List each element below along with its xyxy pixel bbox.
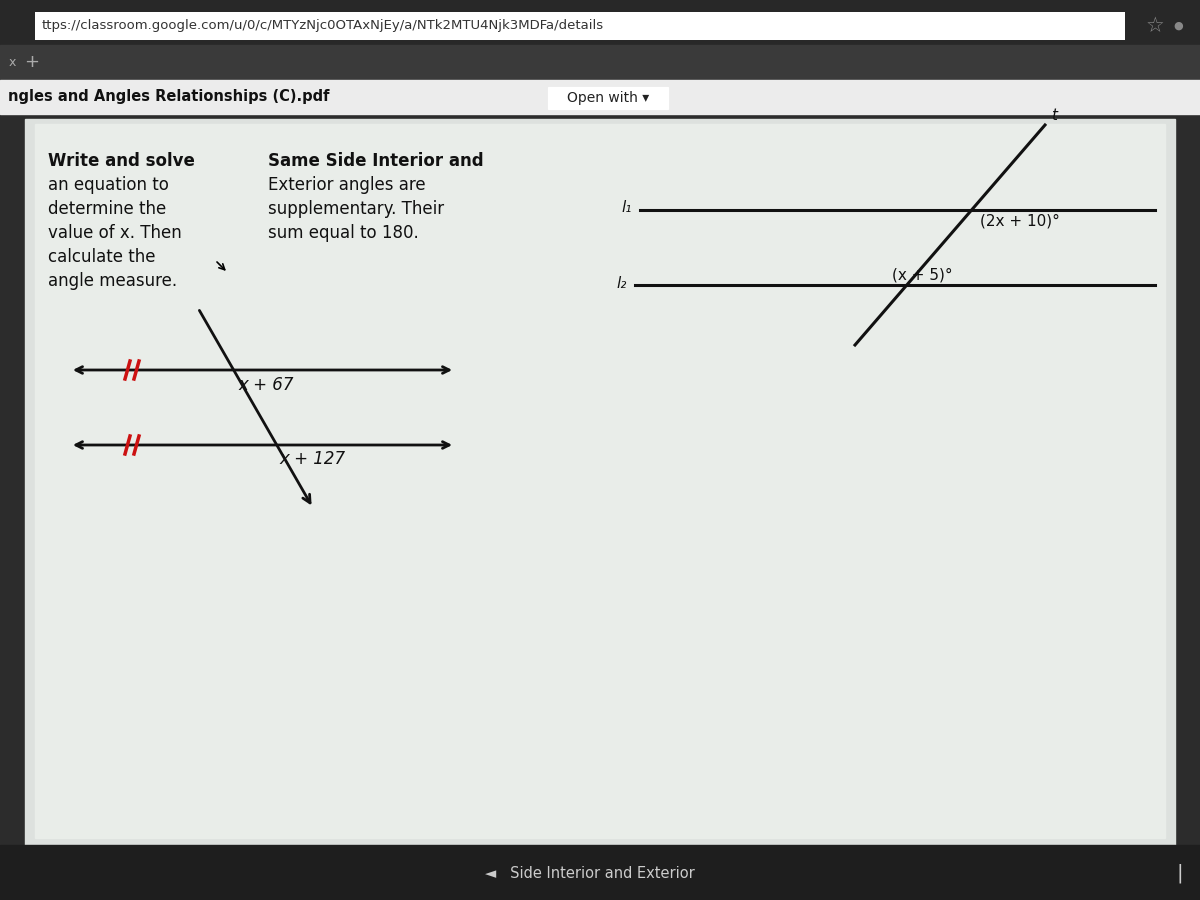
Text: (x + 5)°: (x + 5)°: [892, 268, 953, 283]
Text: ttps://classroom.google.com/u/0/c/MTYzNjc0OTAxNjEy/a/NTk2MTU4Njk3MDFa/details: ttps://classroom.google.com/u/0/c/MTYzNj…: [42, 20, 604, 32]
Text: ngles and Angles Relationships (C).pdf: ngles and Angles Relationships (C).pdf: [8, 89, 330, 104]
Bar: [0, 0, 1200, 45]
Text: x + 67: x + 67: [239, 376, 294, 394]
Text: an equation to: an equation to: [48, 176, 169, 194]
Bar: [35, 12, 1126, 40]
Bar: [35, 124, 1165, 838]
Text: Open with ▾: Open with ▾: [566, 91, 649, 105]
Text: +: +: [24, 53, 40, 71]
Text: x: x: [8, 57, 16, 69]
Text: (2x + 10)°: (2x + 10)°: [979, 214, 1060, 229]
Text: l₂: l₂: [617, 275, 628, 291]
Text: Same Side Interior and: Same Side Interior and: [268, 152, 484, 170]
Text: calculate the: calculate the: [48, 248, 156, 266]
Text: l₁: l₁: [622, 201, 632, 215]
Text: Write and solve: Write and solve: [48, 152, 194, 170]
Text: determine the: determine the: [48, 200, 167, 218]
Bar: [0, 845, 1200, 900]
Bar: [0, 45, 1200, 80]
Text: ◄   Side Interior and Exterior: ◄ Side Interior and Exterior: [485, 866, 695, 880]
Text: value of x. Then: value of x. Then: [48, 224, 181, 242]
Text: ●: ●: [1174, 21, 1183, 31]
Text: ☆: ☆: [1146, 16, 1164, 36]
Text: sum equal to 180.: sum equal to 180.: [268, 224, 419, 242]
Text: Exterior angles are: Exterior angles are: [268, 176, 426, 194]
Text: angle measure.: angle measure.: [48, 272, 178, 290]
Text: |: |: [1177, 863, 1183, 883]
Text: supplementary. Their: supplementary. Their: [268, 200, 444, 218]
Text: t: t: [1051, 108, 1057, 123]
Bar: [25, 119, 1175, 845]
Bar: [548, 87, 668, 109]
Bar: [0, 80, 1200, 114]
Text: x + 127: x + 127: [280, 450, 346, 468]
